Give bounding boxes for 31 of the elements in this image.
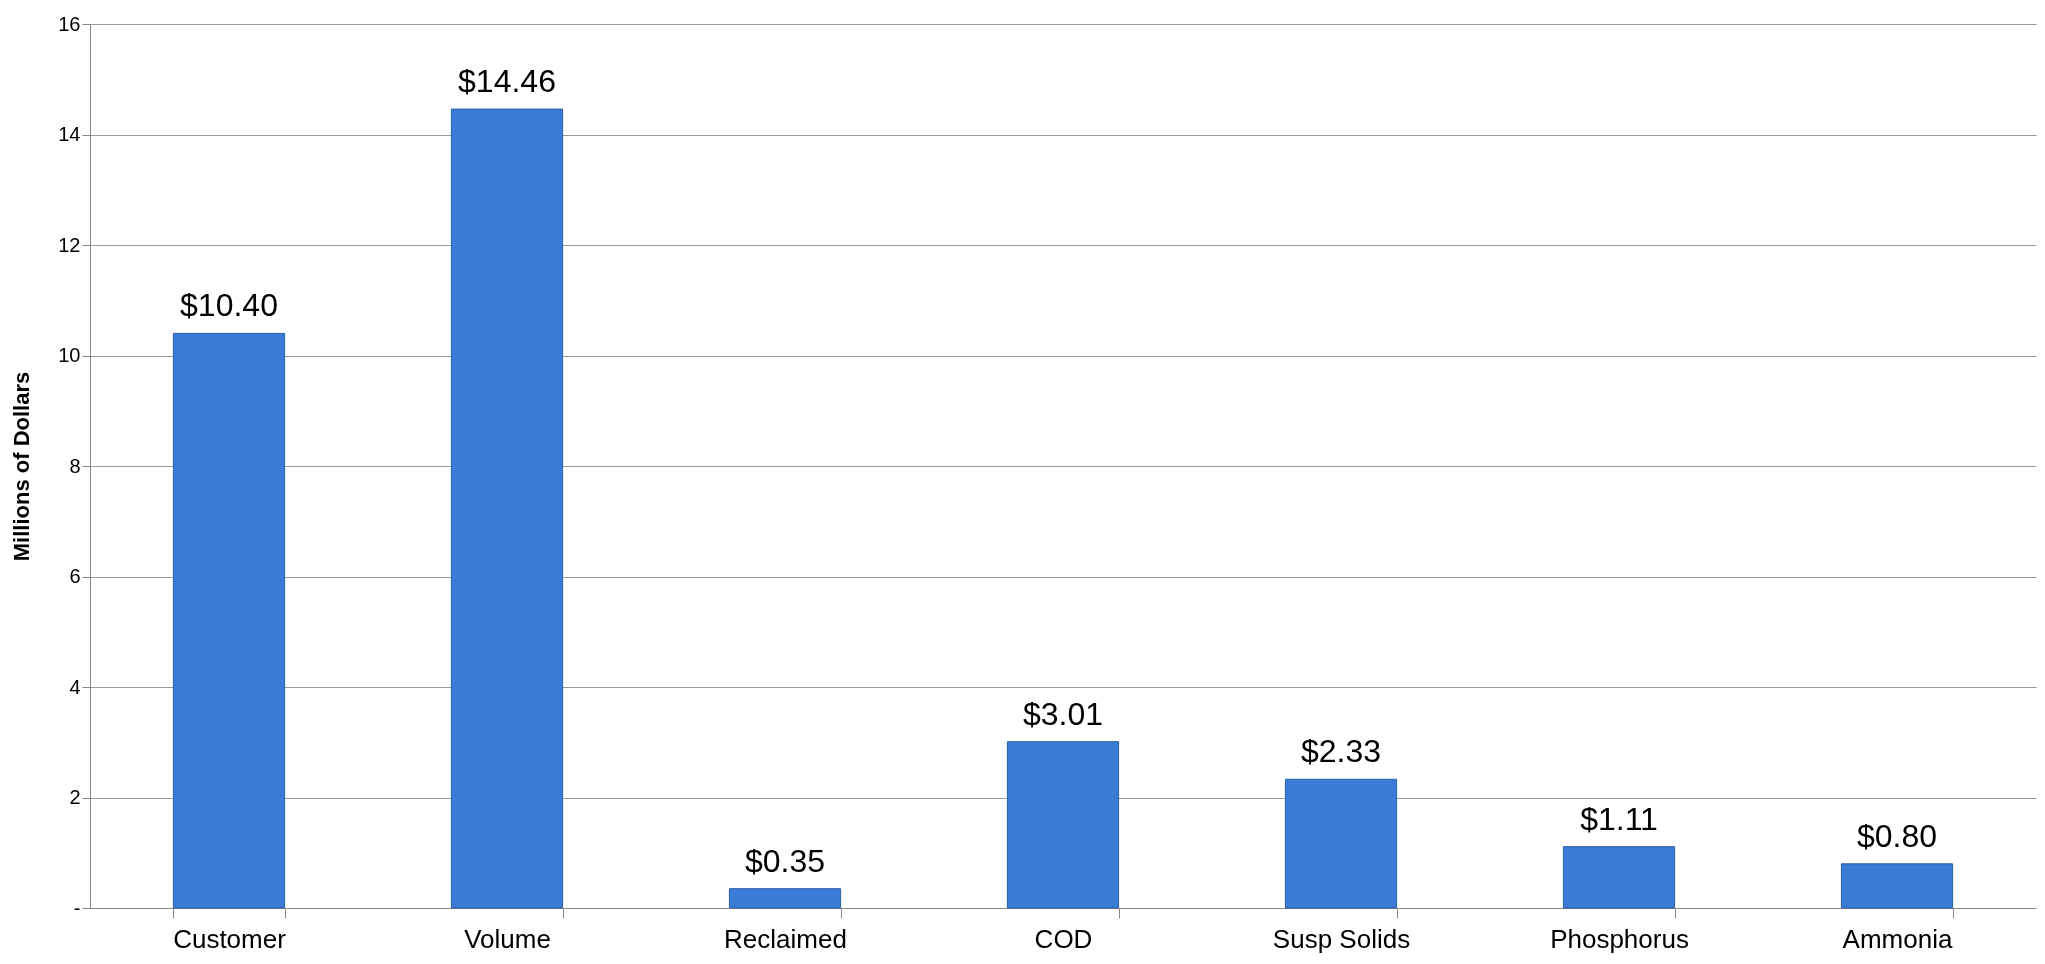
data-label: $3.01 <box>1022 695 1104 732</box>
x-tick-label: COD <box>1034 923 1093 954</box>
y-tick-label: 4 <box>69 675 81 698</box>
data-label: $0.80 <box>1856 817 1938 854</box>
data-label: $14.46 <box>458 63 556 100</box>
x-tick-label: Reclaimed <box>724 923 847 954</box>
y-tick-label: 6 <box>69 565 81 587</box>
x-tick-label: Volume <box>464 923 551 954</box>
y-tick-label: 14 <box>58 123 81 145</box>
x-tick-label: Customer <box>173 923 287 954</box>
bar <box>450 108 564 909</box>
data-label: $2.33 <box>1300 733 1382 770</box>
bar <box>172 332 286 909</box>
y-tick-label: 10 <box>58 344 81 366</box>
x-tick-label: Ammonia <box>1842 923 1953 954</box>
data-label: $10.40 <box>180 287 278 324</box>
y-tick-label: - <box>73 896 81 919</box>
y-tick-label: 8 <box>69 454 81 477</box>
bar <box>1840 863 1954 909</box>
bar <box>1562 846 1676 909</box>
bar <box>728 888 842 909</box>
x-tick-label: Susp Solids <box>1272 923 1411 954</box>
y-tick-label: 2 <box>69 786 81 808</box>
data-label: $0.35 <box>744 842 826 879</box>
bar <box>1006 741 1120 909</box>
bar <box>1284 778 1398 909</box>
x-tick-label: Phosphorus <box>1550 923 1689 954</box>
y-axis-title: Millions of Dollars <box>9 371 35 562</box>
data-label: $1.11 <box>1580 800 1658 837</box>
y-tick-label: 16 <box>58 12 81 35</box>
y-tick-label: 12 <box>58 233 81 256</box>
